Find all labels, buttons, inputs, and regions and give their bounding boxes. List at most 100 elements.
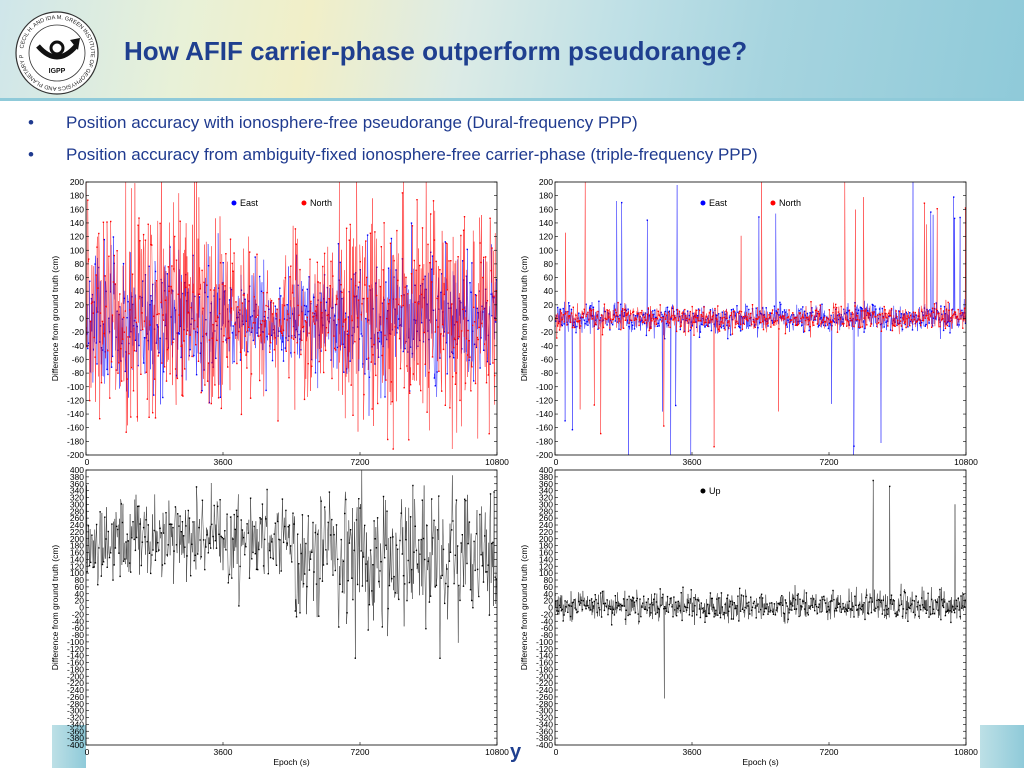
data-point <box>904 323 906 326</box>
data-point <box>742 316 745 318</box>
data-point <box>152 549 154 551</box>
data-point <box>587 324 589 326</box>
data-point <box>147 524 149 526</box>
y-tick-label: -140 <box>67 651 84 661</box>
data-point <box>96 246 98 248</box>
data-point <box>168 523 171 525</box>
data-point <box>713 616 715 618</box>
data-point <box>445 242 447 244</box>
data-point <box>663 425 665 427</box>
data-point <box>779 316 781 318</box>
data-point <box>150 244 152 246</box>
data-point <box>456 321 458 323</box>
data-point <box>455 499 458 501</box>
data-point <box>199 539 201 541</box>
data-point <box>218 313 221 315</box>
data-point <box>910 320 912 322</box>
data-point <box>245 354 247 356</box>
data-point <box>585 170 586 171</box>
data-point <box>167 266 169 268</box>
data-point <box>364 373 366 375</box>
data-point <box>808 329 810 332</box>
data-point <box>919 604 921 607</box>
data-point <box>667 311 670 313</box>
data-point <box>162 396 164 399</box>
data-point <box>907 315 909 317</box>
data-point <box>949 332 951 334</box>
data-point <box>367 629 369 631</box>
data-point <box>279 539 281 541</box>
data-point <box>618 318 620 320</box>
data-point <box>814 604 817 606</box>
data-point <box>186 291 189 294</box>
data-point <box>351 334 353 337</box>
data-point <box>159 337 161 339</box>
data-point <box>174 309 177 311</box>
data-point <box>586 605 588 607</box>
data-point <box>453 582 455 585</box>
data-point <box>135 536 138 539</box>
data-point <box>355 519 358 521</box>
data-point <box>731 319 734 321</box>
data-point <box>653 598 655 600</box>
y-tick-label: 380 <box>70 472 84 482</box>
data-point <box>798 312 800 314</box>
data-point <box>569 321 572 323</box>
data-point <box>476 336 478 339</box>
data-point <box>359 269 361 271</box>
data-point <box>207 362 210 364</box>
y-tick-label: -160 <box>67 423 84 433</box>
data-point <box>675 404 677 407</box>
data-point <box>717 614 719 616</box>
data-point <box>109 397 111 399</box>
data-point <box>438 495 440 497</box>
data-point <box>313 296 315 298</box>
data-point <box>697 600 700 602</box>
data-point <box>622 315 625 317</box>
data-point <box>622 598 625 600</box>
data-point <box>189 348 191 351</box>
data-point <box>130 416 132 418</box>
data-point <box>601 590 604 593</box>
data-point <box>106 368 108 371</box>
x-tick-label: 10800 <box>485 747 509 757</box>
data-point <box>864 310 866 312</box>
y-tick-label: 280 <box>539 506 553 516</box>
data-point <box>318 615 320 617</box>
data-point <box>803 600 805 602</box>
data-point <box>780 303 782 306</box>
data-point <box>758 216 760 218</box>
data-point <box>696 614 698 616</box>
data-point <box>336 346 339 349</box>
data-point <box>620 603 622 605</box>
data-point <box>137 364 139 367</box>
data-point <box>897 319 899 321</box>
data-point <box>251 315 254 317</box>
data-point <box>219 499 221 501</box>
data-point <box>593 325 595 327</box>
data-point <box>425 169 426 170</box>
data-point <box>412 373 414 375</box>
data-point <box>953 609 955 611</box>
data-point <box>761 320 764 323</box>
data-point <box>268 333 270 335</box>
data-point <box>201 499 204 501</box>
data-point <box>781 595 783 597</box>
data-point <box>328 298 330 300</box>
data-point <box>346 330 349 332</box>
y-axis-label: Difference from ground truth (cm) <box>519 545 529 671</box>
data-point <box>659 319 661 321</box>
data-point <box>318 360 320 363</box>
data-point <box>392 536 394 538</box>
data-point <box>856 320 858 322</box>
data-point <box>492 362 494 364</box>
data-point <box>897 322 899 324</box>
legend-label: East <box>709 198 728 208</box>
data-point <box>878 598 880 601</box>
data-point <box>244 298 246 300</box>
data-point <box>931 613 934 615</box>
data-point <box>595 323 597 326</box>
data-point <box>452 520 454 522</box>
data-point <box>783 309 786 311</box>
data-point <box>932 311 935 314</box>
